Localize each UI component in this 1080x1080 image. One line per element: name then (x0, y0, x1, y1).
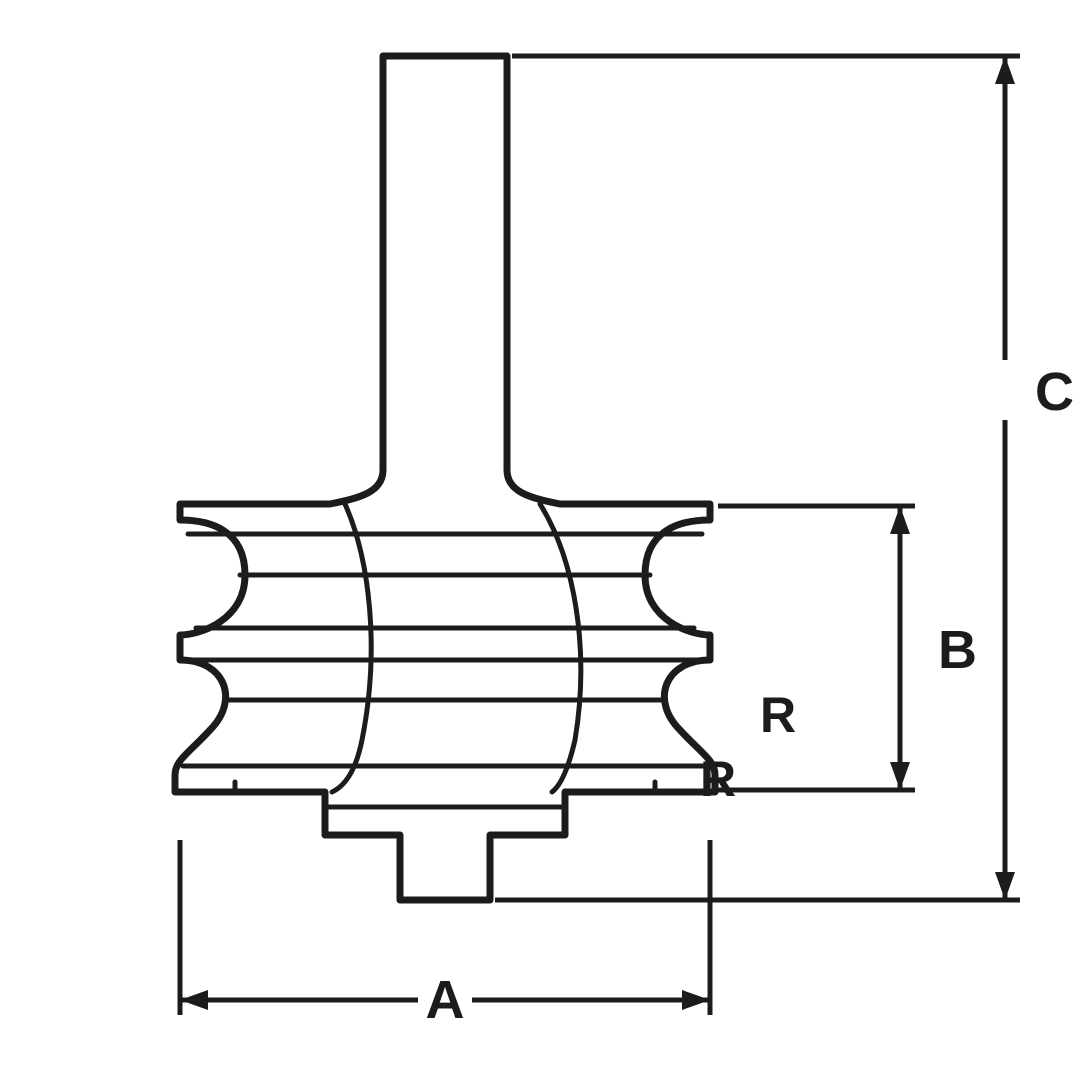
dim-c-label: C (1035, 362, 1074, 422)
router-bit-diagram: A B C R R (0, 0, 1080, 1080)
dimension-b: B (718, 506, 977, 790)
dim-b-label: B (938, 620, 977, 680)
radius-label-upper: R (760, 687, 796, 743)
radius-label-lower: R (700, 751, 736, 807)
router-bit-outline (175, 56, 715, 900)
dim-a-label: A (426, 970, 465, 1030)
bit-silhouette (175, 56, 715, 900)
